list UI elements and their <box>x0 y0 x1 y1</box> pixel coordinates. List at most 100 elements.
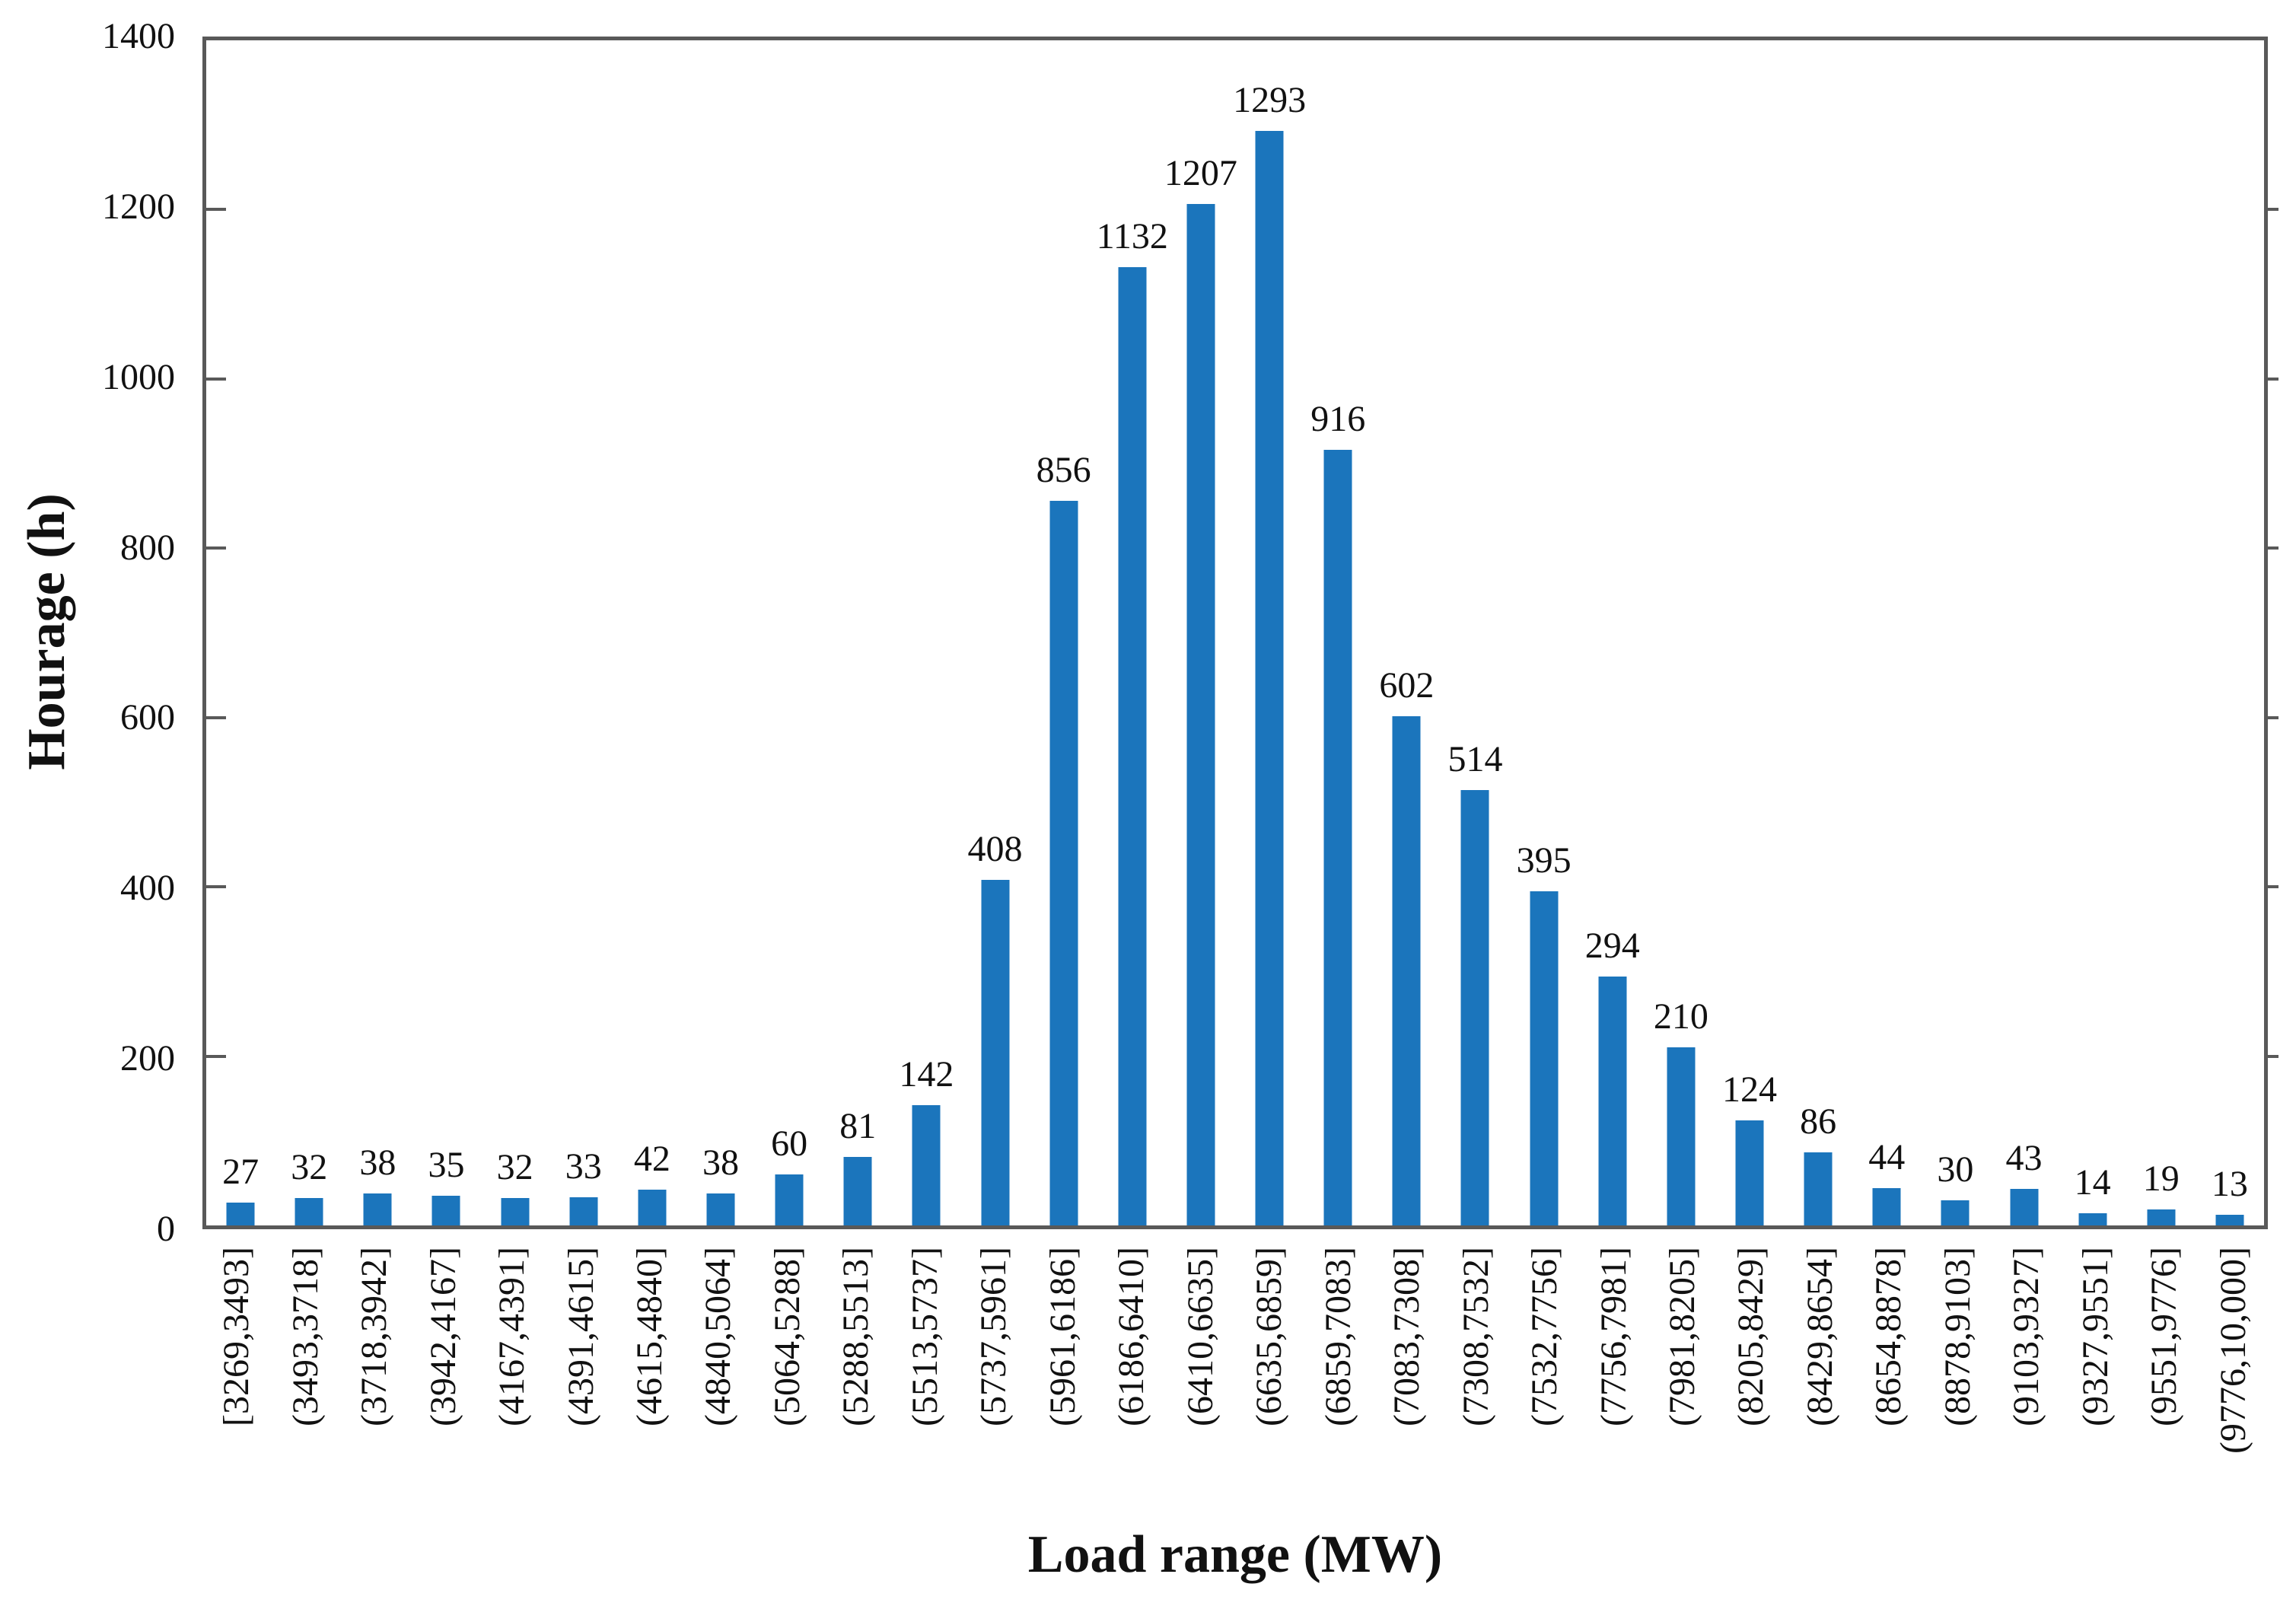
bar-slot: 916 <box>1304 40 1372 1225</box>
bar <box>775 1174 804 1225</box>
y-axis-tick-label: 200 <box>120 1038 175 1079</box>
x-axis-tick-label: (9327,9551] <box>2075 1247 2116 1426</box>
y-axis-tick-labels: 0 200 400 600 800 1000 1200 1400 <box>0 18 175 1248</box>
bar-slot: 210 <box>1647 40 1715 1225</box>
bar <box>706 1193 735 1225</box>
x-axis-tick-cell: (9103,9327] <box>1992 1236 2061 1533</box>
bar-slot: 1293 <box>1233 40 1306 1225</box>
x-axis-tick-cell: (6635,6859] <box>1235 1236 1304 1533</box>
y-axis-tick-label: 1400 <box>102 16 175 56</box>
x-axis-tick-cell: (4615,4840] <box>616 1236 684 1533</box>
x-axis-tick-label: (9103,9327] <box>2006 1247 2047 1426</box>
y-axis-tick-mark-right <box>2264 377 2278 381</box>
x-axis-tick-cell: [3269,3493] <box>202 1236 271 1533</box>
bar-slot: 35 <box>412 40 480 1225</box>
x-axis-tick-cell: (5288,5513] <box>822 1236 890 1533</box>
bar <box>1804 1152 1833 1225</box>
bar-value-label: 27 <box>222 1151 260 1192</box>
bar <box>912 1105 941 1225</box>
x-axis-tick-cell: (9327,9551] <box>2062 1236 2130 1533</box>
x-axis-tick-label: (8654,8878] <box>1868 1247 1909 1426</box>
bar-slot: 14 <box>2059 40 2127 1225</box>
bar-slot: 27 <box>206 40 275 1225</box>
y-axis-tick-label: 1200 <box>102 186 175 227</box>
x-axis-tick-label: (4391,4615] <box>560 1247 601 1426</box>
bar-value-label: 43 <box>2005 1138 2043 1179</box>
x-axis-tick-label: (4167,4391] <box>492 1247 533 1426</box>
x-axis-tick-cell: (7981,8205] <box>1648 1236 1717 1533</box>
bar-value-label: 33 <box>565 1146 602 1187</box>
y-axis-tick-label: 0 <box>157 1209 175 1249</box>
bar <box>1186 203 1215 1225</box>
y-axis-tick-mark-left <box>206 1054 226 1058</box>
x-axis-tick-label: (7532,7756] <box>1524 1247 1565 1426</box>
y-axis-tick-mark-right <box>2264 1054 2278 1058</box>
x-axis-tick-cell: (7083,7308] <box>1373 1236 1441 1533</box>
bar <box>843 1156 872 1225</box>
x-axis-tick-cell: (3493,3718] <box>271 1236 339 1533</box>
bar <box>1667 1047 1696 1225</box>
x-axis-tick-cell: (8654,8878] <box>1855 1236 1923 1533</box>
y-axis-tick-label: 1000 <box>102 356 175 397</box>
bar-slot: 1207 <box>1164 40 1237 1225</box>
bar <box>1872 1188 1901 1225</box>
bar-slot: 602 <box>1372 40 1441 1225</box>
bar-slot: 38 <box>343 40 412 1225</box>
y-axis-tick-mark-left <box>206 377 226 381</box>
x-axis-tick-label: (6635,6859] <box>1249 1247 1290 1426</box>
x-axis-tick-cell: (5064,5288] <box>753 1236 822 1533</box>
x-axis-tick-cell: (4167,4391] <box>478 1236 546 1533</box>
bar <box>1530 891 1559 1225</box>
x-axis-tick-label: (5064,5288] <box>766 1247 807 1426</box>
bar-value-label: 81 <box>839 1105 877 1146</box>
bar-value-label: 60 <box>771 1123 808 1165</box>
y-axis-tick-mark-left <box>206 208 226 212</box>
bar-value-label: 514 <box>1447 739 1503 780</box>
x-axis-tick-label: (9776,10,000] <box>2212 1247 2253 1454</box>
x-axis-tick-cell: (9551,9776] <box>2130 1236 2199 1533</box>
bar-slot: 142 <box>892 40 960 1225</box>
bar-slot: 44 <box>1852 40 1921 1225</box>
bar <box>1598 977 1627 1225</box>
x-axis-tick-label: (5737,5961] <box>973 1247 1014 1426</box>
y-axis-tick-mark-left <box>206 546 226 550</box>
bar <box>1460 790 1489 1225</box>
x-axis-tick-label: (9551,9776] <box>2144 1247 2185 1426</box>
bar-value-label: 32 <box>496 1147 533 1188</box>
bar <box>363 1193 392 1225</box>
bar-value-label: 44 <box>1868 1137 1906 1178</box>
x-axis-tick-label: (5288,5513] <box>836 1247 877 1426</box>
bar-slot: 32 <box>481 40 549 1225</box>
bar <box>226 1202 255 1225</box>
bar-slot: 60 <box>755 40 823 1225</box>
x-axis-tick-cell: (6859,7083] <box>1304 1236 1372 1533</box>
bar-value-label: 42 <box>633 1139 670 1180</box>
bar-slot: 514 <box>1441 40 1509 1225</box>
bar <box>1323 450 1352 1225</box>
x-axis-tick-cell: (7308,7532] <box>1441 1236 1510 1533</box>
bar <box>431 1196 460 1225</box>
y-axis-tick-label: 800 <box>120 527 175 568</box>
bar-value-label: 1132 <box>1096 216 1168 257</box>
bar-value-label: 856 <box>1036 450 1091 491</box>
x-axis-tick-label: (7083,7308] <box>1387 1247 1428 1426</box>
bar-slot: 294 <box>1578 40 1647 1225</box>
bar <box>569 1197 598 1225</box>
y-axis-tick-mark-left <box>206 715 226 719</box>
x-axis-tick-cell: (5737,5961] <box>960 1236 1028 1533</box>
x-axis-tick-label: (5961,6186] <box>1042 1247 1083 1426</box>
x-axis-tick-cell: (3718,3942] <box>340 1236 409 1533</box>
x-axis-tick-cell: (8878,9103] <box>1924 1236 1992 1533</box>
bar-value-label: 86 <box>1800 1101 1837 1142</box>
bar-value-label: 124 <box>1721 1069 1777 1110</box>
y-axis-tick-mark-left <box>206 885 226 889</box>
x-axis-tick-label: (6410,6635] <box>1180 1247 1221 1426</box>
x-axis-tick-cell: (3942,4167] <box>409 1236 477 1533</box>
bar-slot: 43 <box>1989 40 2058 1225</box>
x-axis-tick-cell: (4840,5064] <box>684 1236 753 1533</box>
x-axis-tick-cell: (9776,10,000] <box>2199 1236 2268 1533</box>
bar-value-label: 30 <box>1937 1149 1974 1190</box>
bar-value-label: 142 <box>899 1054 954 1095</box>
x-axis-tick-cell: (6410,6635] <box>1167 1236 1235 1533</box>
x-axis-tick-label: (8429,8654] <box>1799 1247 1840 1426</box>
